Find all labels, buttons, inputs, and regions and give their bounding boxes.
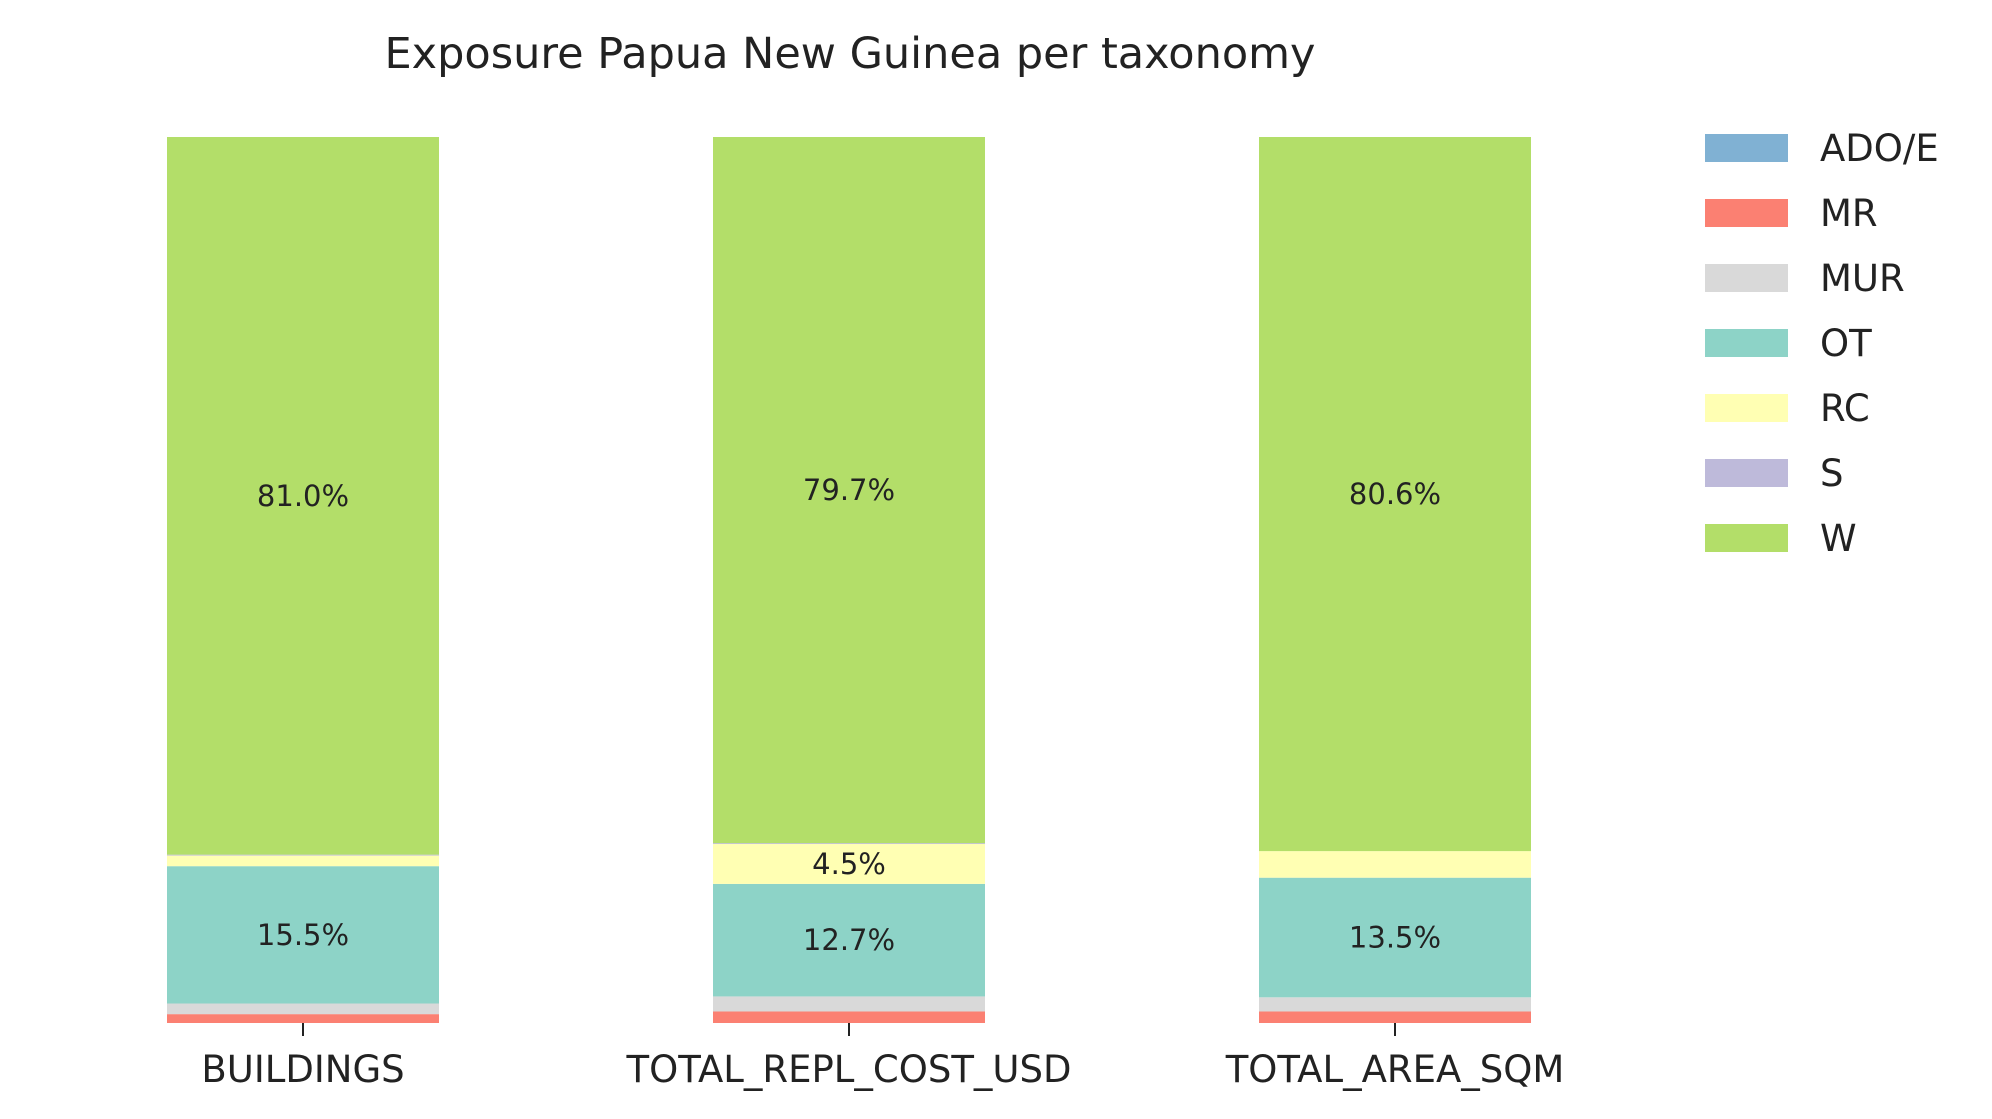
bar-total-repl-cost-usd-rc xyxy=(713,844,985,884)
legend-swatch-mr xyxy=(1705,199,1788,227)
bar-total-area-sqm-rc xyxy=(1259,851,1531,878)
data-label-total-repl-cost-usd-rc: 4.5% xyxy=(812,847,886,881)
bar-total-repl-cost-usd-ot xyxy=(713,883,985,997)
bar-total-area-sqm-w xyxy=(1259,137,1531,852)
bar-total-area-sqm-mr xyxy=(1259,1011,1531,1023)
bar-total-repl-cost-usd-w xyxy=(713,137,985,844)
legend-label-rc: RC xyxy=(1820,387,1870,430)
chart-title: Exposure Papua New Guinea per taxonomy xyxy=(385,29,1316,79)
legend-label-mr: MR xyxy=(1820,192,1878,235)
bars-group xyxy=(167,137,1531,1023)
bar-buildings-w xyxy=(167,137,439,855)
bar-buildings-mr xyxy=(167,1014,439,1023)
bar-buildings-s xyxy=(167,854,439,856)
legend-swatch-w xyxy=(1705,524,1788,552)
bar-total-area-sqm-ot xyxy=(1259,877,1531,998)
data-label-total-repl-cost-usd-ot: 12.7% xyxy=(803,923,895,957)
bar-total-repl-cost-usd-mr xyxy=(713,1011,985,1023)
bar-buildings-rc xyxy=(167,855,439,867)
legend-swatch-rc xyxy=(1705,394,1788,422)
data-label-total-repl-cost-usd-w: 79.7% xyxy=(803,473,895,507)
bar-buildings-ot xyxy=(167,866,439,1004)
data-label-buildings-w: 81.0% xyxy=(257,479,349,513)
legend-label-w: W xyxy=(1820,517,1857,560)
data-label-buildings-ot: 15.5% xyxy=(257,918,349,952)
legend-swatch-ado-e xyxy=(1705,134,1788,162)
bar-total-area-sqm-mur xyxy=(1259,997,1531,1012)
x-tick-label-buildings: BUILDINGS xyxy=(201,1048,404,1091)
data-labels-group: 15.5% 81.0% 12.7% 4.5% 79.7% 13.5% 80.6% xyxy=(257,473,1441,957)
data-label-total-area-sqm-w: 80.6% xyxy=(1349,477,1441,511)
legend: ADO/E MR MUR OT RC SW xyxy=(1705,127,1939,560)
legend-label-s: S xyxy=(1820,452,1844,495)
legend-swatch-s xyxy=(1705,459,1788,487)
legend-swatch-ot xyxy=(1705,329,1788,357)
bar-total-repl-cost-usd-s xyxy=(713,843,985,845)
x-tick-label-total-repl-cost-usd: TOTAL_REPL_COST_USD xyxy=(626,1048,1072,1091)
x-tick-label-total-area-sqm: TOTAL_AREA_SQM xyxy=(1225,1048,1565,1091)
legend-label-ado-e: ADO/E xyxy=(1820,127,1939,170)
data-label-total-area-sqm-ot: 13.5% xyxy=(1349,921,1441,955)
x-axis: BUILDINGS TOTAL_REPL_COST_USD TOTAL_AREA_S… xyxy=(201,1023,1564,1091)
bar-total-repl-cost-usd-mur xyxy=(713,996,985,1012)
legend-label-ot: OT xyxy=(1820,322,1872,365)
bar-buildings-mur xyxy=(167,1003,439,1015)
legend-swatch-mur xyxy=(1705,264,1788,292)
legend-label-mur: MUR xyxy=(1820,257,1905,300)
